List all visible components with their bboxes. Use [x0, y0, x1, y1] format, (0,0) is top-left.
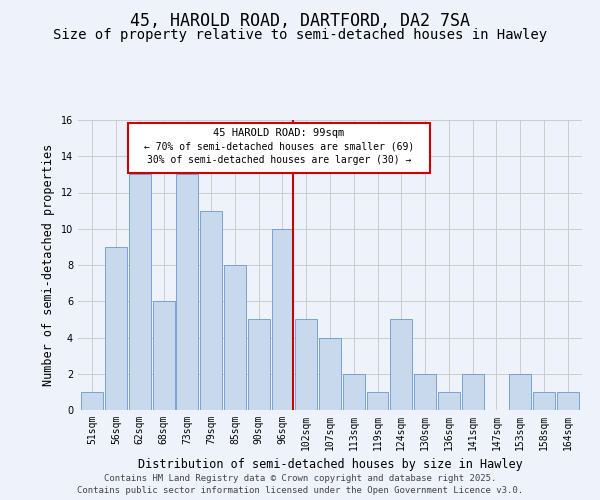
Bar: [129, 174, 151, 410]
Bar: [82, 392, 103, 410]
Text: 45 HAROLD ROAD: 99sqm: 45 HAROLD ROAD: 99sqm: [213, 128, 344, 138]
Bar: [414, 374, 436, 410]
Bar: [557, 392, 578, 410]
Bar: [176, 174, 198, 410]
Bar: [105, 247, 127, 410]
Text: Contains HM Land Registry data © Crown copyright and database right 2025.
Contai: Contains HM Land Registry data © Crown c…: [77, 474, 523, 495]
Bar: [248, 320, 269, 410]
Bar: [224, 265, 246, 410]
Bar: [152, 301, 175, 410]
Bar: [343, 374, 365, 410]
Bar: [367, 392, 388, 410]
Bar: [295, 320, 317, 410]
Bar: [533, 392, 555, 410]
Bar: [200, 210, 222, 410]
Bar: [438, 392, 460, 410]
Bar: [509, 374, 531, 410]
Bar: [462, 374, 484, 410]
Text: Size of property relative to semi-detached houses in Hawley: Size of property relative to semi-detach…: [53, 28, 547, 42]
Text: 45, HAROLD ROAD, DARTFORD, DA2 7SA: 45, HAROLD ROAD, DARTFORD, DA2 7SA: [130, 12, 470, 30]
Bar: [272, 229, 293, 410]
Y-axis label: Number of semi-detached properties: Number of semi-detached properties: [42, 144, 55, 386]
Bar: [391, 320, 412, 410]
Bar: [319, 338, 341, 410]
Text: 30% of semi-detached houses are larger (30) →: 30% of semi-detached houses are larger (…: [146, 156, 411, 166]
X-axis label: Distribution of semi-detached houses by size in Hawley: Distribution of semi-detached houses by …: [137, 458, 523, 471]
FancyBboxPatch shape: [128, 122, 430, 172]
Text: ← 70% of semi-detached houses are smaller (69): ← 70% of semi-detached houses are smalle…: [144, 142, 414, 152]
